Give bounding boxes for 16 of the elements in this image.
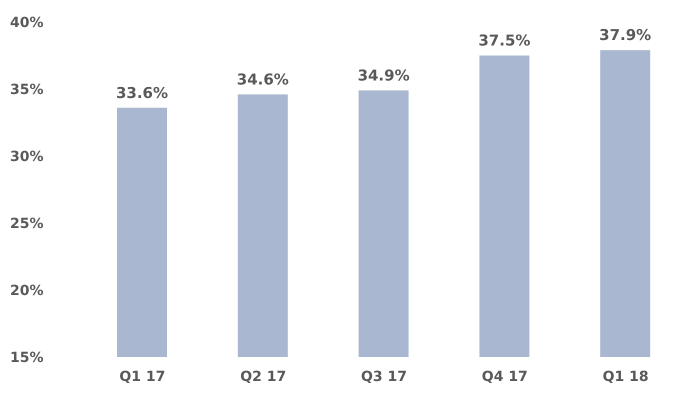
data-label: 34.6% (236, 70, 289, 88)
data-label: 34.9% (358, 66, 410, 84)
x-tick-label: Q4 17 (482, 368, 528, 385)
data-label: 33.6% (116, 84, 168, 102)
y-tick-label: 25% (10, 216, 44, 232)
data-label: 37.9% (599, 26, 652, 44)
y-tick-label: 35% (10, 82, 44, 98)
y-tick-label: 15% (10, 350, 44, 366)
data-label: 37.5% (478, 32, 530, 50)
x-tick-label: Q1 18 (602, 368, 649, 385)
y-tick-label: 20% (10, 282, 44, 299)
y-tick-label: 40% (10, 14, 44, 31)
y-tick-label: 30% (10, 148, 44, 165)
x-tick-label: Q3 17 (361, 368, 407, 385)
x-tick-label: Q1 17 (119, 368, 166, 385)
x-tick-label: Q2 17 (240, 368, 286, 385)
